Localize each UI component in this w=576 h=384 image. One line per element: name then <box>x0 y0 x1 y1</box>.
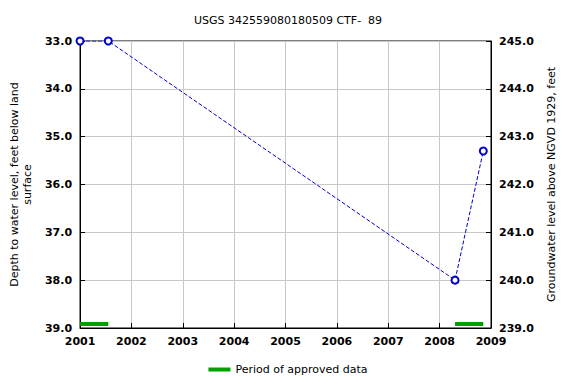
svg-text:2003: 2003 <box>167 335 198 348</box>
svg-text:Period of approved data: Period of approved data <box>235 363 367 376</box>
svg-text:244.0: 244.0 <box>499 82 534 95</box>
svg-text:2005: 2005 <box>270 335 301 348</box>
svg-text:35.0: 35.0 <box>45 130 72 143</box>
svg-text:241.0: 241.0 <box>499 226 534 239</box>
svg-text:2009: 2009 <box>476 335 507 348</box>
svg-text:243.0: 243.0 <box>499 130 534 143</box>
svg-text:245.0: 245.0 <box>499 35 534 48</box>
svg-text:242.0: 242.0 <box>499 178 534 191</box>
svg-text:USGS 342559080180509 CTF- 89: USGS 342559080180509 CTF- 89 <box>194 14 382 27</box>
svg-text:surface: surface <box>21 164 34 205</box>
svg-text:2002: 2002 <box>116 335 147 348</box>
svg-text:2006: 2006 <box>322 335 353 348</box>
svg-text:240.0: 240.0 <box>499 274 534 287</box>
svg-text:33.0: 33.0 <box>45 35 72 48</box>
svg-text:39.0: 39.0 <box>45 322 72 335</box>
svg-text:34.0: 34.0 <box>45 82 72 95</box>
svg-text:Depth to water level, feet bel: Depth to water level, feet below land <box>8 82 21 287</box>
svg-text:37.0: 37.0 <box>45 226 72 239</box>
svg-text:36.0: 36.0 <box>45 178 72 191</box>
svg-text:2007: 2007 <box>373 335 404 348</box>
svg-text:38.0: 38.0 <box>45 274 72 287</box>
svg-text:239.0: 239.0 <box>499 322 534 335</box>
svg-text:2004: 2004 <box>219 335 250 348</box>
svg-text:Groundwater level above NGVD 1: Groundwater level above NGVD 1929, feet <box>545 66 558 302</box>
svg-text:2008: 2008 <box>424 335 455 348</box>
svg-text:2001: 2001 <box>65 335 96 348</box>
